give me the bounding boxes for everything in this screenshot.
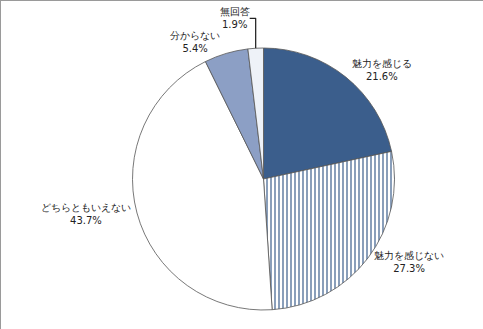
- svg-text:どちらともいえない43.7%: どちらともいえない43.7%: [41, 202, 131, 226]
- svg-text:分からない5.4%: 分からない5.4%: [170, 30, 220, 54]
- svg-text:無回答1.9%: 無回答1.9%: [220, 6, 250, 30]
- svg-text:魅力を感じない27.3%: 魅力を感じない27.3%: [374, 250, 444, 274]
- svg-text:魅力を感じる21.6%: 魅力を感じる21.6%: [352, 58, 412, 82]
